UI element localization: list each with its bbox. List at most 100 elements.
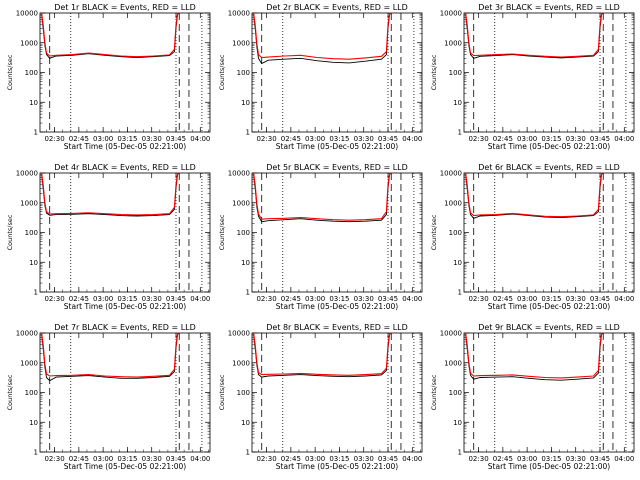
x-tick-label: 02:30 — [468, 135, 488, 143]
x-tick-label: 04:00 — [190, 295, 210, 303]
x-axis-label: Start Time (05-Dec-05 02:21:00) — [276, 462, 398, 471]
y-tick-label: 10 — [29, 259, 38, 267]
panel-det-2: Det 2r BLACK = Events, RED = LLD 1 10 100 10… — [218, 3, 423, 151]
y-tick-label: 100 — [237, 389, 250, 397]
x-tick-label: 03:00 — [93, 295, 113, 303]
series-line-events — [41, 332, 180, 382]
panel-det-9: Det 9r BLACK = Events, RED = LLD 1 10 100 10… — [430, 323, 635, 471]
y-tick-label: 1 — [458, 289, 462, 297]
y-axis-label: Counts/sec — [430, 214, 438, 250]
x-tick-label: 02:30 — [44, 295, 64, 303]
series-line-lld — [465, 172, 604, 218]
x-tick-label: 02:45 — [493, 135, 513, 143]
x-tick-label: 02:30 — [256, 135, 276, 143]
x-tick-label: 03:45 — [378, 295, 398, 303]
x-tick-label: 03:45 — [166, 455, 186, 463]
x-tick-label: 03:30 — [354, 295, 374, 303]
x-axis-label: Start Time (05-Dec-05 02:21:00) — [64, 142, 186, 151]
panel-title: Det 5r BLACK = Events, RED = LLD — [266, 163, 408, 172]
y-tick-label: 1000 — [20, 199, 38, 207]
x-tick-label: 03:30 — [354, 135, 374, 143]
x-tick-label: 03:00 — [305, 455, 325, 463]
x-tick-label: 02:45 — [493, 455, 513, 463]
y-tick-label: 1000 — [444, 359, 462, 367]
y-tick-label: 100 — [237, 69, 250, 77]
y-tick-label: 1000 — [20, 359, 38, 367]
panel-title: Det 6r BLACK = Events, RED = LLD — [478, 163, 620, 172]
y-tick-label: 1000 — [444, 199, 462, 207]
y-tick-label: 1000 — [232, 359, 250, 367]
x-tick-label: 03:45 — [590, 455, 610, 463]
x-tick-label: 03:00 — [517, 455, 537, 463]
panel-det-7: Det 7r BLACK = Events, RED = LLD 1 10 100 10… — [6, 323, 211, 471]
x-tick-label: 02:30 — [468, 295, 488, 303]
x-tick-label: 02:45 — [69, 455, 89, 463]
y-tick-label: 1000 — [444, 39, 462, 47]
x-tick-label: 03:30 — [142, 295, 162, 303]
panel-det-3: Det 3r BLACK = Events, RED = LLD 1 10 100 10… — [430, 3, 635, 151]
x-tick-label: 02:30 — [44, 135, 64, 143]
x-tick-label: 04:00 — [402, 295, 422, 303]
x-tick-label: 04:00 — [614, 295, 634, 303]
x-tick-label: 03:30 — [142, 455, 162, 463]
y-tick-label: 10000 — [228, 170, 250, 178]
y-tick-label: 10000 — [228, 10, 250, 18]
x-tick-label: 03:00 — [93, 135, 113, 143]
x-tick-label: 03:30 — [566, 135, 586, 143]
x-axis-label: Start Time (05-Dec-05 02:21:00) — [276, 142, 398, 151]
x-tick-label: 03:45 — [166, 295, 186, 303]
y-axis-label: Counts/sec — [218, 374, 226, 410]
series-line-lld — [41, 12, 180, 58]
x-tick-label: 03:00 — [517, 295, 537, 303]
x-tick-label: 02:45 — [493, 295, 513, 303]
x-tick-label: 03:15 — [541, 135, 561, 143]
series-line-events — [465, 332, 604, 381]
x-tick-label: 03:00 — [93, 455, 113, 463]
y-tick-label: 100 — [25, 389, 38, 397]
x-axis-label: Start Time (05-Dec-05 02:21:00) — [488, 142, 610, 151]
x-tick-label: 03:15 — [117, 295, 137, 303]
x-tick-label: 03:15 — [329, 295, 349, 303]
y-axis-label: Counts/sec — [6, 374, 14, 410]
x-axis-label: Start Time (05-Dec-05 02:21:00) — [488, 462, 610, 471]
series-line-events — [253, 332, 392, 378]
x-tick-label: 03:45 — [590, 295, 610, 303]
plot-frame — [39, 172, 211, 293]
y-tick-label: 1 — [458, 129, 462, 137]
x-tick-label: 03:15 — [329, 455, 349, 463]
y-tick-label: 100 — [449, 229, 462, 237]
x-tick-label: 03:15 — [117, 135, 137, 143]
y-tick-label: 10 — [453, 259, 462, 267]
panel-det-8: Det 8r BLACK = Events, RED = LLD 1 10 100 10… — [218, 323, 423, 471]
series-line-lld — [41, 332, 180, 378]
x-tick-label: 03:45 — [166, 135, 186, 143]
panel-title: Det 7r BLACK = Events, RED = LLD — [54, 323, 196, 332]
y-tick-label: 10 — [29, 419, 38, 427]
y-axis-label: Counts/sec — [6, 214, 14, 250]
y-tick-label: 10000 — [228, 330, 250, 338]
x-axis-label: Start Time (05-Dec-05 02:21:00) — [64, 462, 186, 471]
panel-title: Det 8r BLACK = Events, RED = LLD — [266, 323, 408, 332]
y-tick-label: 10 — [453, 419, 462, 427]
x-tick-label: 03:00 — [517, 135, 537, 143]
x-tick-label: 03:15 — [117, 455, 137, 463]
series-line-events — [253, 172, 392, 223]
y-tick-label: 10000 — [16, 170, 38, 178]
series-line-lld — [253, 12, 392, 60]
x-tick-label: 04:00 — [402, 135, 422, 143]
y-axis-label: Counts/sec — [430, 54, 438, 90]
panel-title: Det 9r BLACK = Events, RED = LLD — [478, 323, 620, 332]
y-tick-label: 100 — [449, 69, 462, 77]
y-tick-label: 10 — [241, 419, 250, 427]
x-tick-label: 02:30 — [44, 455, 64, 463]
x-tick-label: 02:45 — [281, 135, 301, 143]
x-tick-label: 03:45 — [378, 135, 398, 143]
panel-det-1: Det 1r BLACK = Events, RED = LLD 1 10 100 10… — [6, 3, 211, 151]
series-line-lld — [41, 172, 180, 216]
x-tick-label: 03:00 — [305, 295, 325, 303]
series-line-lld — [253, 332, 392, 376]
y-axis-label: Counts/sec — [430, 374, 438, 410]
y-tick-label: 1 — [34, 289, 38, 297]
y-tick-label: 1000 — [20, 39, 38, 47]
